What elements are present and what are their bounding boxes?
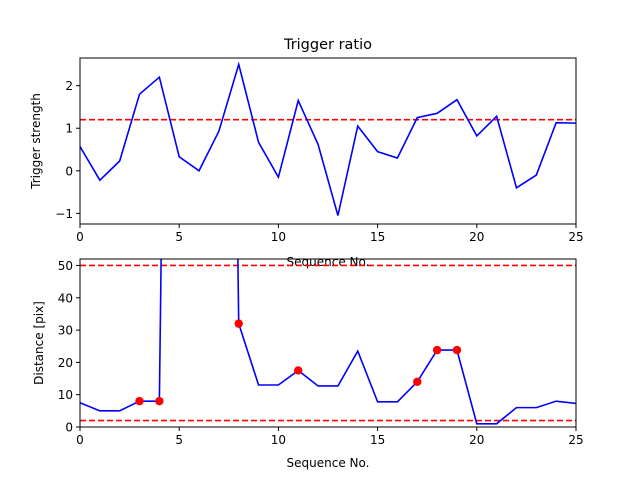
top-series-line bbox=[80, 61, 576, 216]
top-chart-title: Trigger ratio bbox=[283, 37, 372, 53]
x-tick-label: 10 bbox=[271, 433, 286, 447]
y-tick-label: 2 bbox=[65, 79, 73, 93]
bottom-x-axis-label: Sequence No. bbox=[287, 456, 370, 470]
data-marker bbox=[135, 396, 144, 406]
x-tick-label: 5 bbox=[175, 230, 183, 244]
data-marker bbox=[452, 345, 462, 355]
x-tick-label: 10 bbox=[271, 230, 286, 244]
bottom-series-line bbox=[80, 259, 576, 425]
y-tick-label: −1 bbox=[55, 207, 73, 221]
y-tick-label: 0 bbox=[65, 164, 73, 178]
bottom-markers bbox=[135, 319, 462, 406]
data-marker bbox=[432, 345, 442, 355]
x-tick-label: 0 bbox=[76, 433, 84, 447]
x-tick-label: 5 bbox=[175, 433, 183, 447]
data-marker bbox=[294, 366, 303, 375]
top-x-ticks: 0 5 10 15 20 25 bbox=[76, 224, 584, 244]
data-marker bbox=[234, 319, 243, 328]
data-marker bbox=[155, 396, 164, 406]
y-tick-label: 50 bbox=[58, 259, 73, 273]
bottom-chart: 0 5 10 15 20 25 0 10 20 30 40 50 Sequence No. Dist… bbox=[32, 258, 584, 470]
x-tick-label: 20 bbox=[469, 230, 484, 244]
x-tick-label: 15 bbox=[370, 433, 385, 447]
y-tick-label: 40 bbox=[58, 291, 73, 305]
bottom-x-ticks: 0 5 10 15 20 25 bbox=[76, 427, 584, 447]
y-tick-label: 1 bbox=[65, 122, 73, 136]
top-y-ticks: −1 0 1 2 bbox=[55, 79, 80, 221]
y-tick-label: 0 bbox=[65, 421, 73, 435]
x-tick-label: 25 bbox=[568, 230, 583, 244]
y-tick-label: 10 bbox=[58, 388, 73, 402]
bottom-y-ticks: 0 10 20 30 40 50 bbox=[58, 259, 80, 435]
x-tick-label: 0 bbox=[76, 230, 84, 244]
x-tick-label: 20 bbox=[469, 433, 484, 447]
x-tick-label: 15 bbox=[370, 230, 385, 244]
y-tick-label: 30 bbox=[58, 324, 73, 338]
bottom-threshold-lines bbox=[80, 264, 576, 422]
top-x-axis-label: Sequence No. bbox=[287, 255, 370, 269]
top-axes-frame bbox=[79, 57, 577, 225]
bottom-axes-frame bbox=[79, 258, 577, 428]
x-tick-label: 25 bbox=[568, 433, 583, 447]
data-marker bbox=[413, 377, 422, 386]
top-y-axis-label: Trigger strength bbox=[29, 93, 43, 190]
y-tick-label: 20 bbox=[58, 356, 73, 370]
bottom-y-axis-label: Distance [pix] bbox=[32, 301, 46, 385]
